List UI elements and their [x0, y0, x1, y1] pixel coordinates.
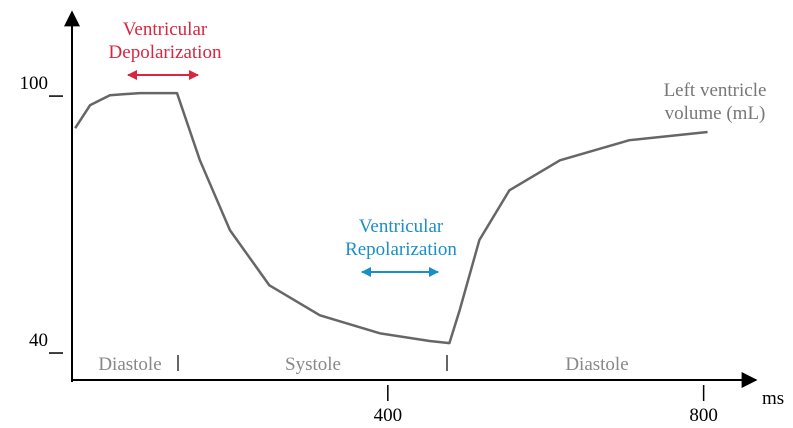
y-tick-label: 100: [20, 73, 49, 94]
phase-label: Systole: [285, 354, 341, 375]
annotation: Ventricular Depolarization: [108, 19, 222, 63]
series-label: Left ventricle volume (mL): [663, 80, 767, 124]
annotation: Ventricular Repolarization: [345, 216, 457, 260]
phase-label: Diastole: [98, 354, 161, 375]
x-unit: ms: [762, 388, 784, 409]
y-tick-label: 40: [29, 330, 48, 351]
x-tick-label: 800: [689, 405, 718, 426]
x-tick-label: 400: [374, 405, 403, 426]
line: [74, 91, 708, 345]
phase-label: Diastole: [565, 354, 628, 375]
